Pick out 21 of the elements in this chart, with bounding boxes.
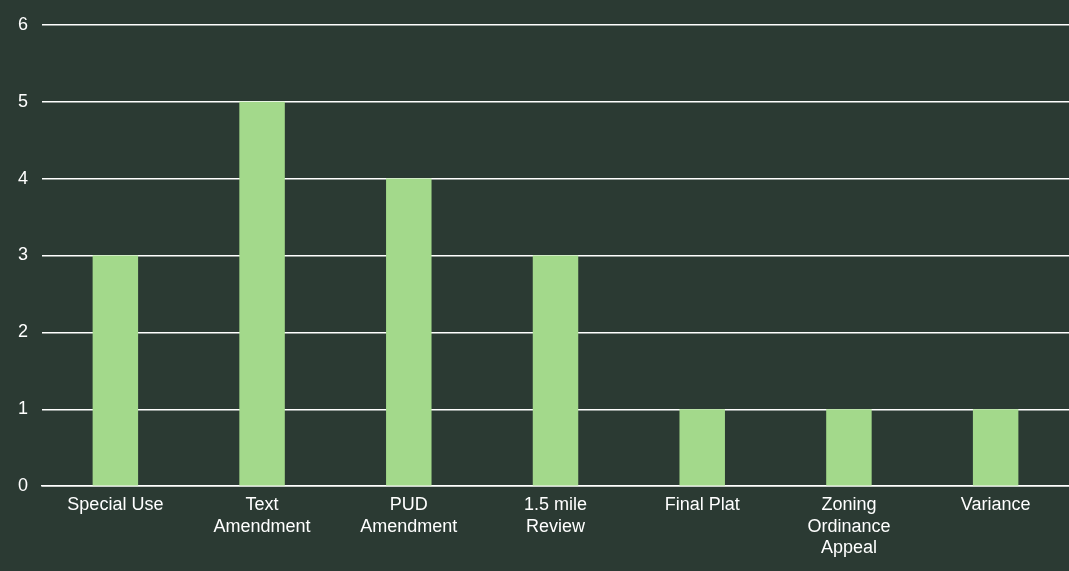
- bar: [679, 409, 725, 486]
- bar: [386, 178, 432, 486]
- x-tick-label: Final Plat: [664, 493, 740, 514]
- y-tick-label: 3: [18, 244, 29, 265]
- x-tick-label: Zoning Ordinance Appeal: [807, 493, 891, 558]
- bar: [972, 409, 1019, 486]
- x-tick-label: 1.5 mile Review: [523, 493, 588, 536]
- x-tick-label: Text Amendment: [213, 493, 311, 536]
- bar: [826, 409, 872, 486]
- y-tick-label: 4: [18, 167, 29, 188]
- y-tick-label: 1: [18, 398, 29, 419]
- y-tick-label: 6: [18, 13, 29, 34]
- y-tick-label: 2: [18, 321, 29, 342]
- y-tick-label: 0: [18, 475, 29, 496]
- y-tick-label: 5: [18, 90, 29, 111]
- bar: [92, 255, 139, 486]
- bar: [532, 255, 579, 486]
- x-tick-label: Special Use: [67, 493, 164, 514]
- x-tick-label: Variance: [960, 493, 1031, 514]
- x-tick-label: PUD Amendment: [360, 493, 458, 536]
- bar: [239, 101, 285, 486]
